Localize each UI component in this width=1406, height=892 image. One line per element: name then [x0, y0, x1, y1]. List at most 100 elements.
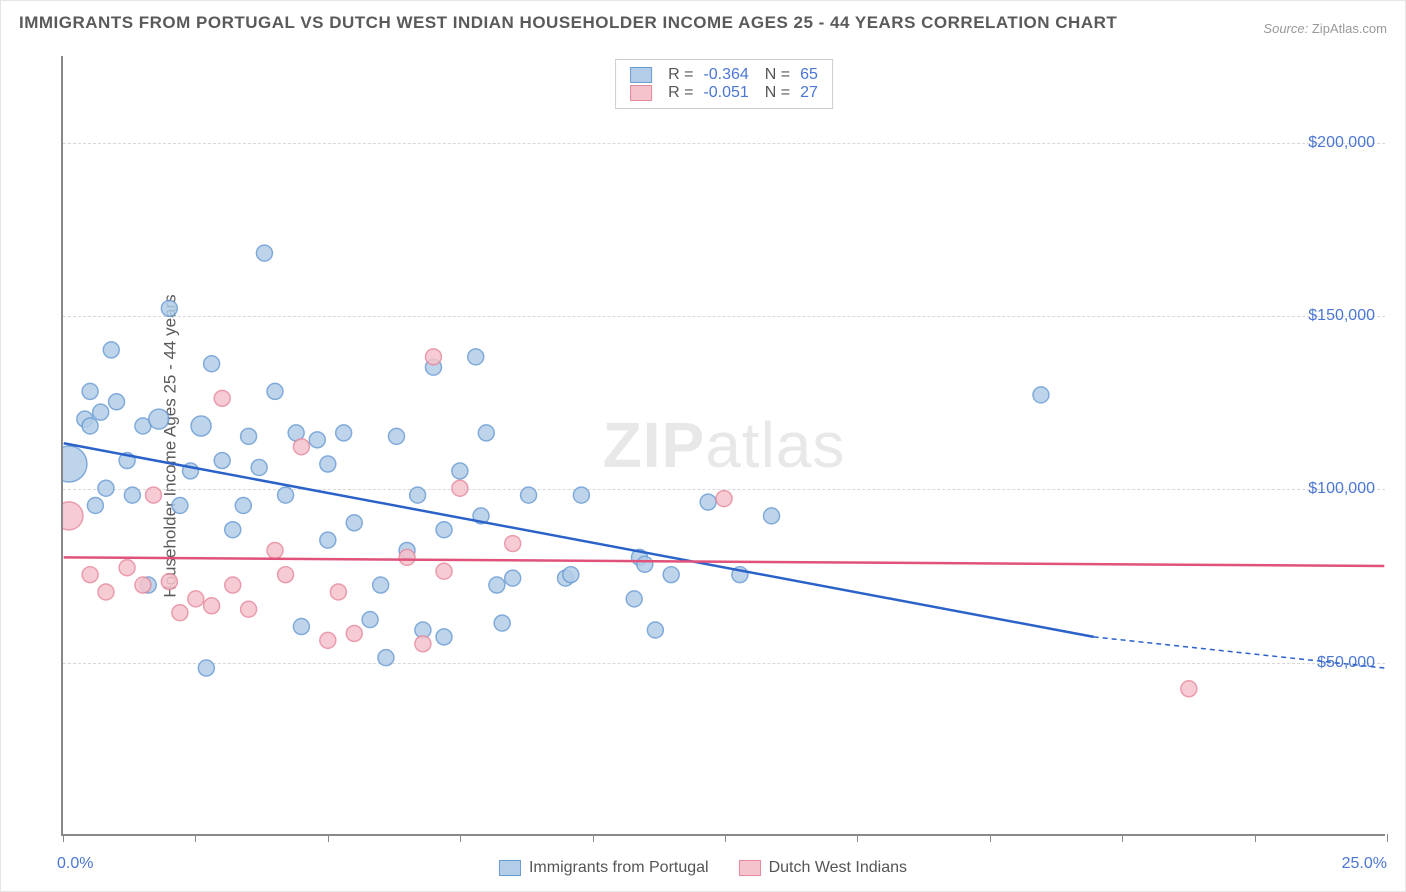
data-point	[505, 536, 521, 552]
data-point	[452, 463, 468, 479]
n-value-b: 27	[800, 84, 818, 102]
source-value: ZipAtlas.com	[1312, 21, 1387, 36]
trend-line	[64, 557, 1385, 566]
data-point	[119, 560, 135, 576]
x-tick	[1255, 834, 1256, 842]
x-axis-min-label: 0.0%	[57, 855, 93, 873]
data-point	[1033, 387, 1049, 403]
x-tick	[63, 834, 64, 842]
data-point	[198, 660, 214, 676]
data-point	[278, 567, 294, 583]
data-point	[82, 567, 98, 583]
data-point	[521, 487, 537, 503]
legend-swatch-a	[630, 67, 652, 83]
r-value-a: -0.364	[703, 66, 748, 84]
data-point	[415, 636, 431, 652]
data-point	[267, 542, 283, 558]
data-point	[389, 428, 405, 444]
data-point	[135, 577, 151, 593]
data-point	[436, 522, 452, 538]
data-point	[214, 390, 230, 406]
data-point	[63, 502, 83, 530]
correlation-legend: R = -0.364 N = 65 R = -0.051 N = 27	[615, 59, 833, 109]
data-point	[647, 622, 663, 638]
legend-row-series-b: R = -0.051 N = 27	[630, 84, 818, 102]
data-point	[103, 342, 119, 358]
data-point	[320, 456, 336, 472]
series-legend: Immigrants from Portugal Dutch West Indi…	[499, 859, 907, 877]
legend-swatch-b	[630, 85, 652, 101]
x-tick	[328, 834, 329, 842]
x-tick	[460, 834, 461, 842]
data-point	[346, 625, 362, 641]
data-point	[278, 487, 294, 503]
x-tick	[195, 834, 196, 842]
legend-swatch-portugal	[499, 860, 521, 876]
legend-item-dutch: Dutch West Indians	[739, 859, 907, 877]
data-point	[436, 629, 452, 645]
data-point	[330, 584, 346, 600]
chart-svg	[63, 56, 1385, 834]
legend-label-dutch: Dutch West Indians	[769, 859, 907, 877]
data-point	[93, 404, 109, 420]
data-point	[225, 522, 241, 538]
data-point	[399, 549, 415, 565]
data-point	[478, 425, 494, 441]
data-point	[468, 349, 484, 365]
data-point	[563, 567, 579, 583]
data-point	[425, 349, 441, 365]
data-point	[494, 615, 510, 631]
x-tick	[1122, 834, 1123, 842]
x-tick	[725, 834, 726, 842]
data-point	[716, 491, 732, 507]
data-point	[573, 487, 589, 503]
data-point	[320, 632, 336, 648]
data-point	[241, 601, 257, 617]
data-point	[489, 577, 505, 593]
chart-title: IMMIGRANTS FROM PORTUGAL VS DUTCH WEST I…	[19, 13, 1117, 33]
x-tick	[990, 834, 991, 842]
x-axis-max-label: 25.0%	[1342, 855, 1387, 873]
x-tick	[593, 834, 594, 842]
data-point	[146, 487, 162, 503]
data-point	[87, 498, 103, 514]
data-point	[764, 508, 780, 524]
data-point	[204, 598, 220, 614]
data-point	[663, 567, 679, 583]
source-attribution: Source: ZipAtlas.com	[1263, 21, 1387, 36]
data-point	[161, 574, 177, 590]
legend-label-portugal: Immigrants from Portugal	[529, 859, 709, 877]
chart-container: IMMIGRANTS FROM PORTUGAL VS DUTCH WEST I…	[0, 0, 1406, 892]
x-tick	[857, 834, 858, 842]
data-point	[256, 245, 272, 261]
data-point	[214, 453, 230, 469]
data-point	[452, 480, 468, 496]
data-point	[149, 409, 169, 429]
data-point	[293, 439, 309, 455]
data-point	[191, 416, 211, 436]
legend-item-portugal: Immigrants from Portugal	[499, 859, 709, 877]
data-point	[225, 577, 241, 593]
data-point	[235, 498, 251, 514]
data-point	[336, 425, 352, 441]
data-point	[82, 383, 98, 399]
data-point	[293, 619, 309, 635]
data-point	[309, 432, 325, 448]
data-point	[188, 591, 204, 607]
data-point	[410, 487, 426, 503]
data-point	[251, 459, 267, 475]
x-tick	[1387, 834, 1388, 842]
data-point	[161, 300, 177, 316]
data-point	[700, 494, 716, 510]
data-point	[373, 577, 389, 593]
plot-area: ZIPatlas R = -0.364 N = 65 R = -0.051 N …	[61, 56, 1385, 836]
trend-line-extrapolated	[1094, 637, 1385, 668]
r-value-b: -0.051	[703, 84, 748, 102]
data-point	[98, 584, 114, 600]
data-point	[204, 356, 220, 372]
data-point	[378, 650, 394, 666]
data-point	[109, 394, 125, 410]
data-point	[626, 591, 642, 607]
data-point	[1181, 681, 1197, 697]
legend-swatch-dutch	[739, 860, 761, 876]
